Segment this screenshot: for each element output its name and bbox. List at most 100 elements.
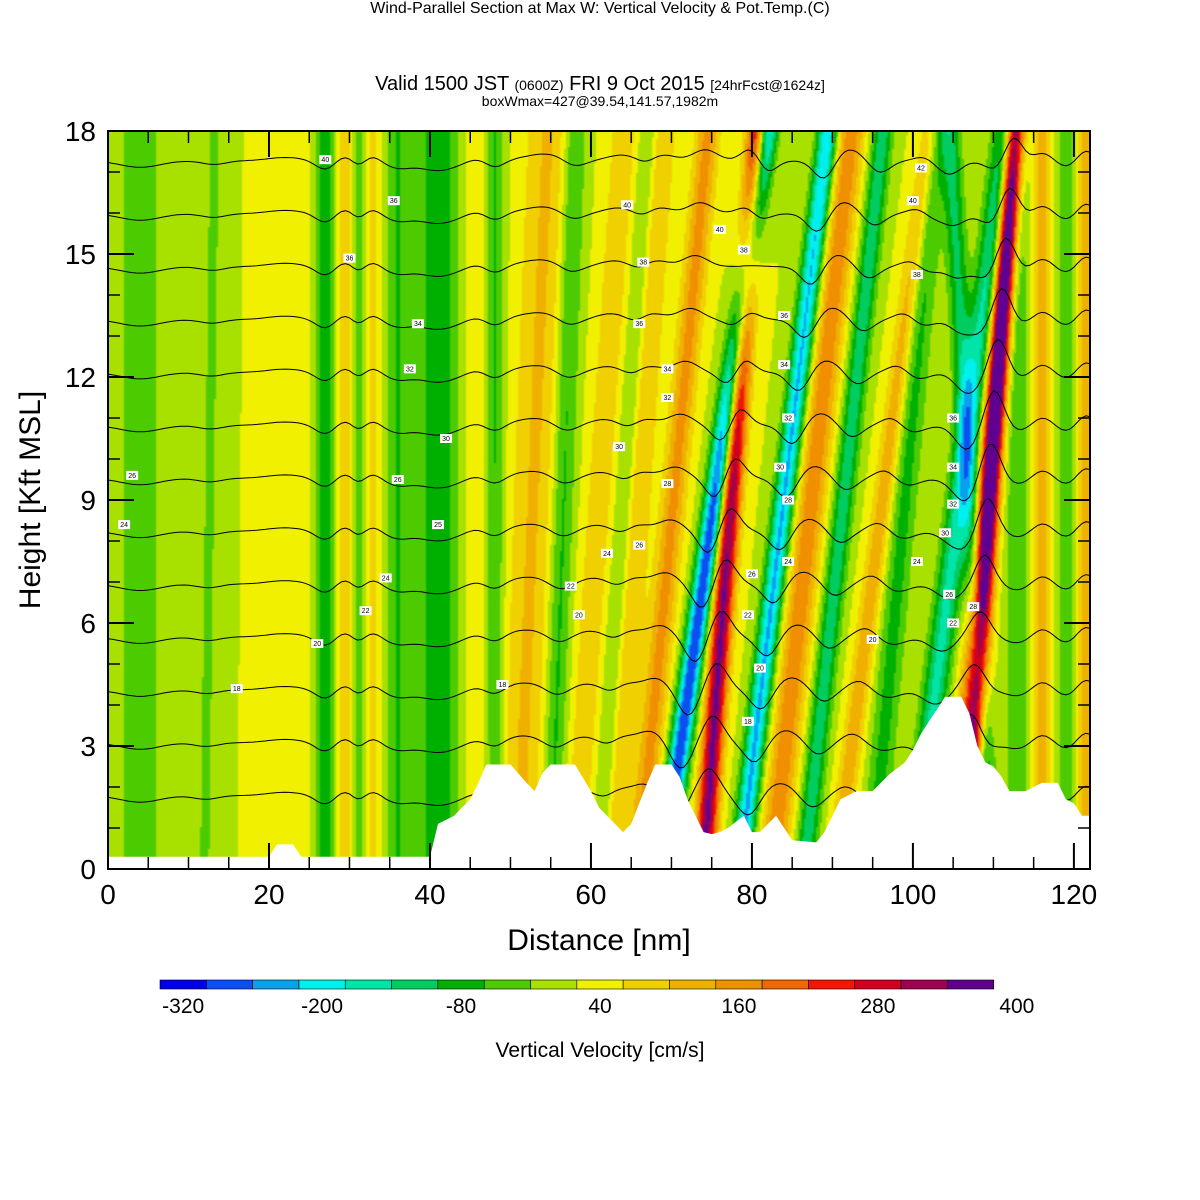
contour-label-28: 36 [778,311,791,320]
contour-label-21: 34 [661,364,674,374]
colorbar-swatch [530,979,578,990]
contour-label-bg [741,716,754,726]
contour-label-24: 28 [661,479,674,489]
contour-label-text: 30 [615,444,623,451]
contour-label-text: 26 [748,571,756,578]
contour-label-15: 20 [572,610,585,620]
theta-contour-labels: 40 36 36 34 32 30 26 26 24 25 24 24 22 22 20 20 18 18 40 38… [118,155,980,726]
theta-contour-24 [108,554,1090,608]
colorbar-swatch [252,979,300,990]
contour-label-text: 20 [575,612,583,619]
contour-label-text: 36 [780,313,788,320]
copyright-mark: (C) [807,0,830,17]
contour-label-bg [621,200,634,210]
contour-label-text: 30 [442,436,450,443]
colorbar-swatch [808,979,856,990]
contour-label-46: 24 [910,557,923,566]
contour-label-text: 36 [390,198,398,205]
contour-label-text: 26 [394,477,402,484]
colorbar-label: 160 [721,995,756,1018]
colorbar-swatch [947,979,994,990]
colorbar-label: 400 [999,995,1034,1018]
contour-label-text: 24 [913,559,921,566]
contour-label-text: 28 [664,481,672,488]
contour-label-text: 26 [635,543,643,550]
valid-time-line: Valid 1500 JST (0600Z) FRI 9 Oct 2015 [2… [0,73,1200,96]
contour-label-text: 40 [321,157,329,164]
contour-label-3: 34 [411,319,424,329]
contour-label-bg [661,364,674,374]
contour-label-bg [737,245,750,255]
contour-label-49: 28 [967,602,980,612]
contour-label-text: 32 [406,366,414,373]
contour-label-text: 36 [635,321,643,328]
contour-label-20: 36 [633,319,646,329]
contour-label-bg [572,610,585,620]
colorbar-swatch [159,979,207,990]
contour-label-text: 34 [664,366,672,373]
contour-label-bg [126,470,139,480]
contour-label-text: 22 [362,608,370,615]
contour-label-1: 36 [387,196,400,206]
colorbar-swatch [669,979,717,990]
colorbar-swatch [298,979,346,990]
theta-contour-42 [108,87,1090,125]
y-tick-label: 0 [80,854,96,885]
x-tick-label: 60 [575,879,606,910]
contour-label-bg [745,569,758,579]
contour-label-26: 40 [713,224,726,234]
forecast-tag: [24hrFcst@1624z] [710,77,825,93]
contour-label-bg [613,442,626,452]
contour-label-bg [661,479,674,489]
contour-label-48: 22 [947,618,960,628]
contour-label-40: 40 [906,196,919,206]
contour-label-text: 24 [382,575,390,582]
colorbar-label: -80 [446,995,476,1018]
x-axis-title: Distance [nm] [507,924,690,957]
contour-label-bg [782,495,795,505]
contour-label-text: 26 [945,592,953,599]
contour-label-47: 26 [943,589,956,599]
contour-label-18: 40 [621,200,634,210]
contour-label-42: 36 [947,413,960,423]
contour-label-bg [661,393,674,402]
contour-label-45: 30 [939,528,952,538]
contour-label-33: 24 [782,557,795,566]
theta-contour-22 [108,611,1090,663]
contour-label-41: 38 [910,270,923,279]
contour-label-32: 28 [782,495,795,505]
contour-label-22: 32 [661,393,674,402]
contour-label-text: 32 [784,416,792,423]
theta-contour-20 [108,663,1090,716]
y-tick-label: 9 [80,485,96,516]
contour-label-bg [440,434,453,443]
contour-label-text: 36 [949,416,957,423]
contour-label-bg [379,573,392,583]
valid-utc: (0600Z) [514,77,564,93]
y-tick-label: 6 [80,608,96,639]
contour-label-14: 20 [311,639,324,648]
contour-label-bg [403,364,416,374]
x-tick-label: 120 [1051,879,1098,910]
contour-label-bg [411,319,424,329]
colorbar-swatch [622,979,670,990]
contour-label-bg [782,557,795,566]
contour-label-17: 18 [496,680,509,689]
contour-label-bg [914,163,927,173]
contour-label-6: 26 [126,470,139,480]
theta-contour-30 [108,390,1090,450]
contour-label-bg [778,311,791,320]
contour-label-text: 34 [414,321,422,328]
contour-label-text: 30 [776,465,784,472]
colorbar-label: 280 [860,995,895,1018]
contour-label-bg [774,462,787,472]
contour-label-4: 32 [403,364,416,374]
contour-label-text: 22 [567,584,575,591]
contour-label-10: 24 [379,573,392,583]
contour-label-23: 30 [613,442,626,452]
contour-label-bg [230,684,243,694]
theta-contour-26 [108,498,1090,554]
contour-label-7: 26 [391,475,404,484]
contour-label-13: 22 [564,581,577,591]
